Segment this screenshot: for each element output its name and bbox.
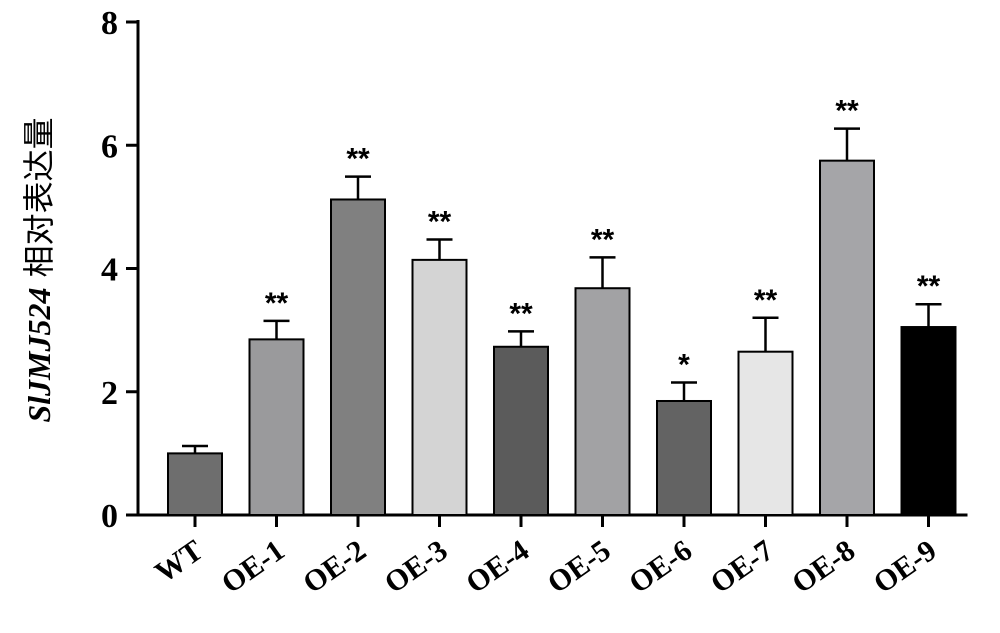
bar-group-oe-8: ** — [820, 95, 874, 515]
significance-label-oe-2: ** — [346, 143, 370, 176]
bar-group-oe-9: ** — [902, 270, 956, 515]
significance-label-oe-9: ** — [917, 270, 941, 303]
bar-group-oe-2: ** — [331, 143, 385, 515]
x-ticks: WTOE-1OE-2OE-3OE-4OE-5OE-6OE-7OE-8OE-9 — [149, 515, 942, 600]
x-tick-label-wt: WT — [149, 534, 209, 590]
bar-group-oe-1: ** — [250, 287, 304, 515]
significance-label-oe-8: ** — [835, 95, 859, 128]
significance-label-oe-4: ** — [509, 297, 533, 330]
bar-wt — [168, 453, 222, 515]
bar-oe-9 — [902, 327, 956, 515]
bar-group-wt — [168, 446, 222, 515]
y-tick-label: 0 — [101, 498, 118, 535]
y-tick-label: 2 — [101, 375, 118, 412]
bar-group-oe-5: ** — [576, 223, 630, 515]
bar-group-oe-3: ** — [413, 206, 467, 515]
x-tick-label-oe-8: OE-8 — [786, 534, 861, 600]
x-tick-label-oe-1: OE-1 — [216, 534, 291, 600]
x-tick-label-oe-2: OE-2 — [297, 534, 372, 600]
y-tick-label: 4 — [101, 252, 118, 289]
x-tick-label-oe-4: OE-4 — [460, 534, 535, 600]
svg-text:SlJMJ524 相对表达量: SlJMJ524 相对表达量 — [20, 117, 58, 422]
x-tick-label-oe-5: OE-5 — [542, 534, 617, 600]
bar-group-oe-6: * — [657, 349, 711, 515]
bar-oe-5 — [576, 288, 630, 515]
y-axis-label-gene: SlJMJ524 — [21, 288, 57, 423]
bar-oe-7 — [739, 352, 793, 515]
significance-label-oe-7: ** — [754, 284, 778, 317]
bar-oe-8 — [820, 161, 874, 515]
bar-group-oe-4: ** — [494, 297, 548, 515]
bar-group-oe-7: ** — [739, 284, 793, 515]
bar-oe-6 — [657, 401, 711, 515]
y-tick-label: 6 — [101, 128, 118, 165]
bar-oe-4 — [494, 347, 548, 515]
bars: ***************** — [168, 95, 956, 515]
significance-label-oe-1: ** — [265, 287, 289, 320]
x-tick-label-oe-6: OE-6 — [623, 534, 698, 600]
y-tick-label: 8 — [101, 5, 118, 42]
x-tick-label-oe-3: OE-3 — [379, 534, 454, 600]
x-tick-label-oe-9: OE-9 — [868, 534, 943, 600]
x-tick-label-oe-7: OE-7 — [705, 534, 780, 600]
bar-oe-1 — [250, 339, 304, 515]
significance-label-oe-6: * — [678, 349, 690, 382]
significance-label-oe-5: ** — [591, 223, 615, 256]
y-axis-label: SlJMJ524 相对表达量 — [20, 117, 58, 422]
bar-oe-3 — [413, 260, 467, 515]
y-axis-label-text: 相对表达量 — [20, 117, 58, 287]
y-ticks: 0 2 4 6 8 — [101, 5, 138, 535]
bar-oe-2 — [331, 199, 385, 515]
significance-label-oe-3: ** — [428, 206, 452, 239]
